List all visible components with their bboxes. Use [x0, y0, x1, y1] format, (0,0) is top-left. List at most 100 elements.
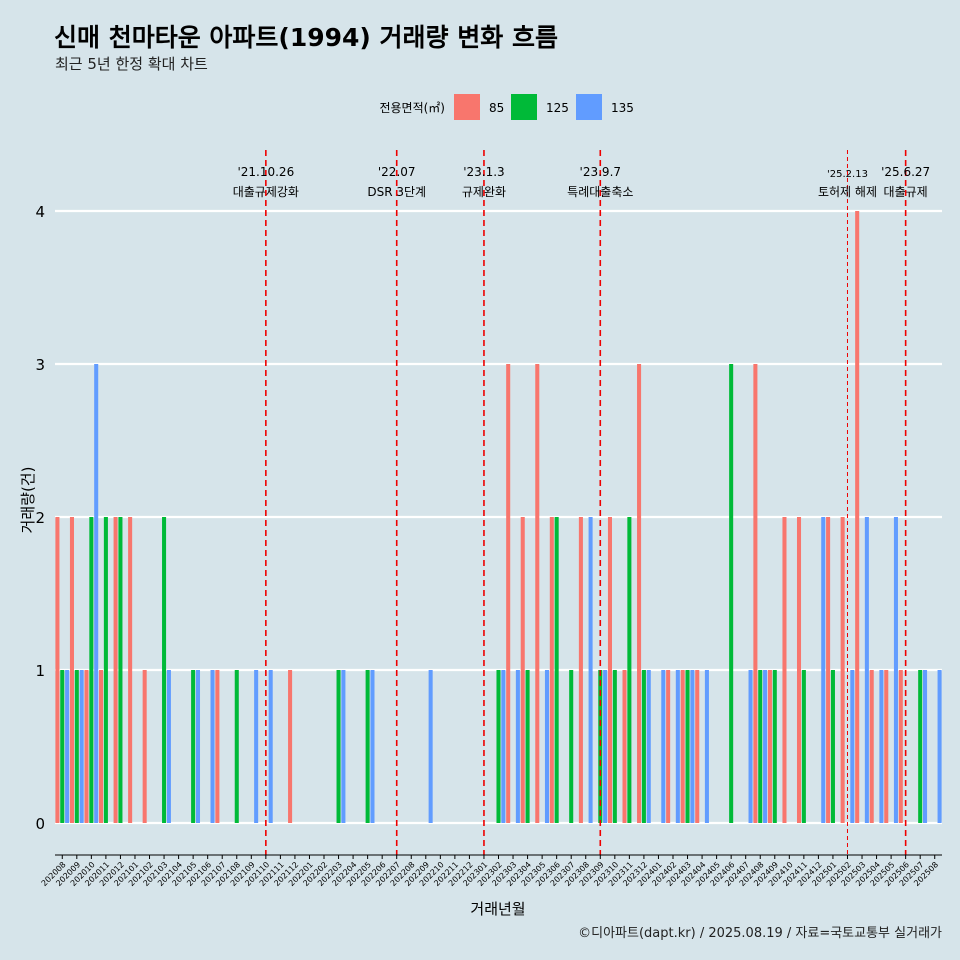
bar-202106-135: [210, 670, 215, 823]
bar-202311-85: [622, 670, 627, 823]
y-tick-label: 4: [35, 203, 45, 221]
event-date: '23.9.7: [580, 165, 621, 179]
event-label: DSR 3단계: [367, 185, 426, 199]
bar-202011-85: [99, 670, 104, 823]
bar-202403-125: [685, 670, 690, 823]
bar-202402-85: [666, 670, 671, 823]
bar-202502-85: [840, 517, 845, 823]
bar-202503-135: [864, 517, 869, 823]
event-lines: '21.10.26 대출규제강화 '22.07 DSR 3단계 '23.1.3 규제완화 '…: [233, 150, 930, 855]
bar-202008-135: [65, 670, 70, 823]
legend-swatch-125: [511, 94, 537, 120]
event-label: 규제완화: [462, 185, 506, 199]
bar-202109-135: [254, 670, 259, 823]
legend-label-125: 125: [546, 101, 569, 115]
bar-202310-125: [612, 670, 617, 823]
bar-202110-135: [268, 670, 273, 823]
chart-title: 신매 천마타운 아파트(1994) 거래량 변화 흐름: [54, 23, 558, 52]
bar-202304-125: [525, 670, 530, 823]
bar-202312-85: [637, 364, 642, 823]
source-caption: ©디아파트(dapt.kr) / 2025.08.19 / 자료=국토교통부 실…: [578, 926, 942, 941]
bar-202008-85: [55, 517, 60, 823]
bar-202302-125: [496, 670, 501, 823]
bar-202008-125: [60, 670, 65, 823]
bar-202305-85: [535, 364, 540, 823]
legend-title: 전용면적(㎡): [379, 101, 445, 115]
bar-202112-85: [288, 670, 293, 823]
bar-202203-125: [336, 670, 341, 823]
y-tick-label: 3: [35, 356, 45, 374]
y-tick-label: 0: [35, 815, 45, 833]
bar-202012-125: [118, 517, 123, 823]
bar-202105-135: [195, 670, 201, 823]
bar-202103-135: [166, 670, 171, 823]
bar-202312-125: [641, 670, 646, 823]
legend-swatch-85: [454, 94, 480, 120]
legend-label-135: 135: [611, 101, 634, 115]
bar-202010-85: [84, 670, 89, 823]
bar-202209-135: [428, 670, 433, 823]
chart-subtitle: 최근 5년 한정 확대 차트: [55, 55, 208, 73]
bar-202009-135: [79, 670, 84, 823]
bar-202407-135: [748, 670, 753, 823]
bar-202010-135: [94, 364, 99, 823]
bar-202507-125: [918, 670, 923, 823]
bar-202403-135: [690, 670, 695, 823]
bar-202501-125: [830, 670, 835, 823]
y-axis-ticks: 0 1 2 3 4: [35, 203, 45, 833]
bar-202404-135: [704, 670, 709, 823]
bar-202205-125: [365, 670, 370, 823]
x-axis: 2020082020092020102020112020122021012021…: [40, 854, 942, 888]
event-date: '25.6.27: [881, 165, 930, 179]
bar-202508-135: [937, 670, 942, 823]
bar-202310-85: [607, 517, 613, 823]
bar-202309-135: [603, 670, 608, 823]
legend: 전용면적(㎡) 85 125 135: [379, 94, 634, 120]
bar-202312-135: [646, 670, 651, 823]
bar-202403-85: [680, 670, 685, 823]
bar-202408-125: [758, 670, 763, 823]
bar-202503-85: [855, 211, 860, 823]
bar-202105-125: [191, 670, 196, 823]
bar-202412-135: [821, 517, 826, 823]
bar-202410-85: [782, 517, 787, 823]
bar-202009-85: [69, 517, 74, 823]
bar-202504-85: [869, 670, 874, 823]
bar-202203-135: [341, 670, 346, 823]
bar-202103-125: [162, 517, 167, 823]
bar-202308-135: [588, 517, 593, 823]
bar-202205-135: [370, 670, 375, 823]
bars: [55, 211, 942, 823]
event-date: '23.1.3: [463, 165, 504, 179]
bar-202307-125: [569, 670, 574, 823]
bar-202303-135: [515, 670, 520, 823]
bar-202502-135: [850, 670, 855, 823]
event-label: 토허제 해제: [818, 185, 877, 199]
bar-202010-125: [89, 517, 94, 823]
bar-202011-125: [103, 517, 108, 823]
x-axis-label: 거래년월: [470, 900, 525, 918]
bar-202507-135: [923, 670, 928, 823]
bar-202012-85: [113, 517, 118, 823]
bar-202102-85: [142, 670, 147, 823]
bar-202308-85: [578, 517, 583, 823]
event-date: '25.2.13: [827, 169, 868, 180]
bar-202408-85: [753, 364, 758, 823]
bar-202402-135: [675, 670, 680, 823]
legend-swatch-135: [576, 94, 602, 120]
event-label: 대출규제: [884, 185, 928, 199]
bar-202306-125: [554, 517, 559, 823]
event-date: '22.07: [378, 165, 416, 179]
bar-202101-85: [128, 517, 133, 823]
y-axis-label: 거래량(건): [19, 467, 37, 534]
bar-202306-85: [549, 517, 554, 823]
bar-202404-85: [695, 670, 700, 823]
bar-202411-125: [801, 670, 806, 823]
bar-202401-135: [661, 670, 666, 823]
bar-202108-125: [234, 670, 239, 823]
event-label: 대출규제강화: [233, 185, 299, 199]
bar-202506-85: [898, 670, 903, 823]
bar-202009-125: [74, 670, 79, 823]
bar-202505-135: [893, 517, 898, 823]
